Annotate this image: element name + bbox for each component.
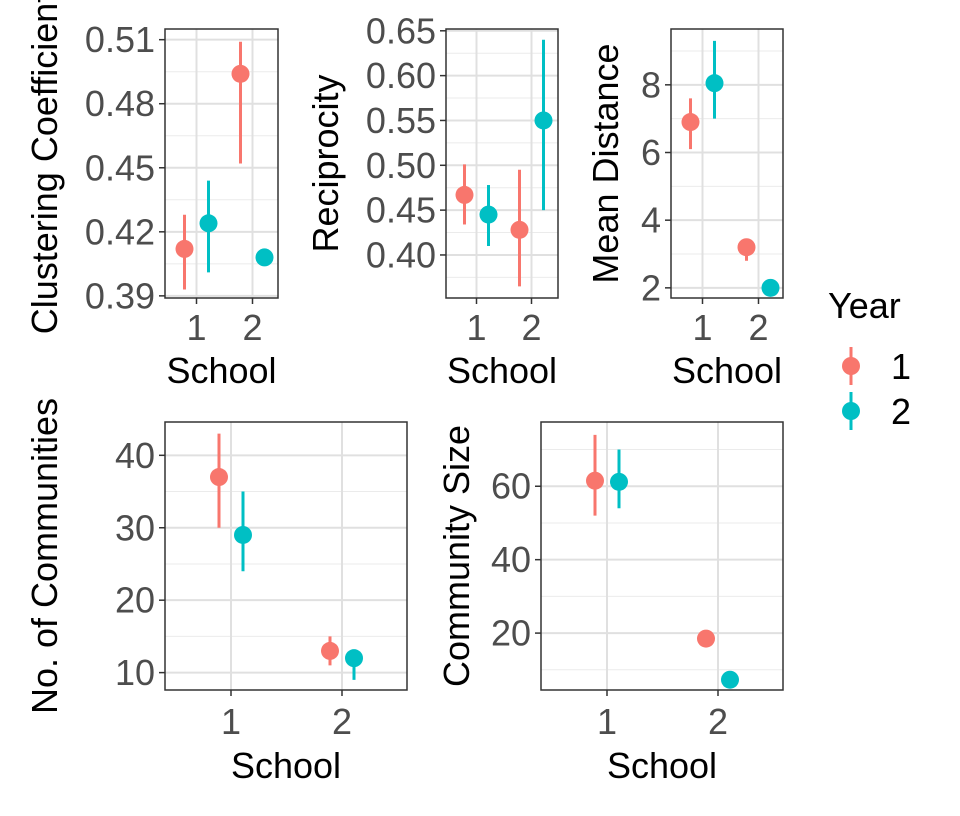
data-point [510,220,529,239]
data-point [681,113,700,132]
y-tick-label: 20 [115,580,155,621]
y-tick-label: 0.60 [366,55,436,96]
x-tick-label: 1 [221,701,241,742]
panel-border [164,28,279,299]
data-point [610,472,628,491]
y-tick-label: 0.45 [85,147,155,188]
data-point [210,468,228,487]
x-axis-title: School [166,350,276,391]
y-tick-label: 4 [641,200,661,241]
legend: Year 12 [828,285,911,432]
x-tick-label: 1 [466,307,486,348]
y-tick-label: 8 [641,64,661,105]
y-tick-label: 0.51 [85,19,155,60]
data-point [199,214,218,233]
legend-key-point [842,357,860,375]
legend-title: Year [828,285,901,326]
y-tick-label: 0.45 [366,190,436,231]
x-axis-title: School [607,745,717,786]
x-tick-label: 2 [521,307,541,348]
y-tick-label: 0.65 [366,10,436,51]
y-tick-label: 20 [491,613,531,654]
y-tick-label: 40 [491,539,531,580]
y-axis-title: No. of Communities [24,398,65,714]
data-point [705,74,724,93]
y-tick-label: 0.40 [366,234,436,275]
data-point [231,64,250,83]
data-point [697,629,715,648]
panel-border [670,28,784,299]
y-tick-label: 0.48 [85,83,155,124]
data-point [455,185,474,204]
y-axis-title: Mean Distance [585,43,626,283]
x-tick-label: 1 [692,307,712,348]
y-axis-title: Reciprocity [305,74,346,252]
legend-label: 2 [891,391,911,432]
y-tick-label: 60 [491,466,531,507]
data-point [479,205,498,224]
x-axis-title: School [447,350,557,391]
panel-border [164,421,408,691]
data-point [345,649,363,668]
x-tick-label: 1 [186,307,206,348]
y-tick-label: 30 [115,507,155,548]
data-point [761,278,780,297]
y-tick-label: 40 [115,435,155,476]
legend-key-point [842,402,860,420]
x-tick-label: 1 [597,701,617,742]
data-point [586,471,604,490]
data-point [321,641,339,660]
data-point [721,670,739,689]
y-tick-label: 0.39 [85,275,155,316]
x-tick-label: 2 [748,307,768,348]
y-axis-title: Community Size [436,425,477,687]
y-tick-label: 6 [641,132,661,173]
y-tick-label: 10 [115,652,155,693]
x-tick-label: 2 [242,307,262,348]
x-axis-title: School [672,350,782,391]
data-point [255,248,274,267]
x-tick-label: 2 [332,701,352,742]
data-point [534,111,553,130]
x-tick-label: 2 [708,701,728,742]
x-axis-title: School [231,745,341,786]
panel-border [540,421,784,691]
y-axis-title: Clustering Coefficient [24,0,65,334]
data-point [234,525,252,544]
y-tick-label: 0.50 [366,145,436,186]
y-tick-label: 0.55 [366,100,436,141]
panel-border [445,28,559,299]
data-point [175,239,194,258]
legend-label: 1 [891,346,911,387]
legend-key [842,392,860,430]
y-tick-label: 0.42 [85,211,155,252]
data-point [737,238,756,257]
legend-key [842,347,860,385]
y-tick-label: 2 [641,267,661,308]
